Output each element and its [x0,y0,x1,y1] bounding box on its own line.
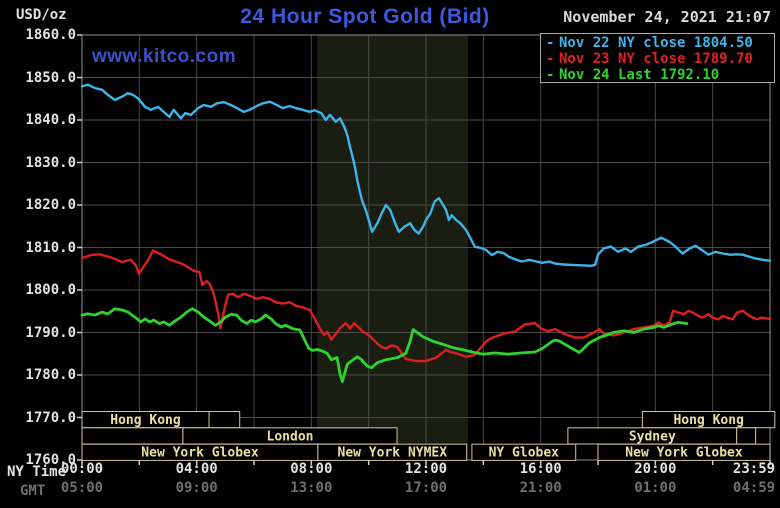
svg-text:New York NYMEX: New York NYMEX [338,446,448,461]
svg-text:Sydney: Sydney [629,429,676,444]
gmt-axis-label: GMT [20,483,46,499]
x-axis-gmt-label: 21:00 [519,480,562,496]
x-axis-ny-time-label: 00:00 [60,461,104,477]
legend-entry-text: Nov 22 NY close 1804.50 [559,35,753,51]
y-axis-tick-label: 1830.0 [25,154,76,171]
y-axis-tick-label: 1760.0 [25,452,76,468]
series-line [80,249,772,363]
session-box: New York Globex [597,443,771,461]
legend-entry-text: Nov 23 NY close 1789.70 [559,51,753,67]
x-axis-gmt-label: 01:00 [634,480,677,496]
svg-text:New York Globex: New York Globex [625,446,743,461]
svg-text:NY Globex: NY Globex [489,446,560,461]
session-box: New York NYMEX [317,443,468,461]
series-line [80,307,689,383]
y-axis-tick-label: 1850.0 [25,69,76,86]
x-axis-ny-time-label: 12:00 [404,461,448,477]
svg-text:New York Globex: New York Globex [141,446,259,461]
session-box: Sydney [567,427,738,445]
y-axis-tick-label: 1810.0 [25,239,76,256]
y-axis-tick-label: 1780.0 [25,367,76,383]
y-axis-tick-label: 1840.0 [25,112,76,128]
y-axis-tick-label: 1790.0 [25,324,76,341]
svg-text:Hong Kong: Hong Kong [110,413,180,428]
session-box [81,427,184,445]
x-axis-gmt-label: 13:00 [290,480,333,496]
session-box: Hong Kong [81,411,210,429]
chart-title: 24 Hour Spot Gold (Bid) [240,5,490,28]
svg-text:Hong Kong: Hong Kong [673,413,743,428]
x-axis-ny-time-label: 23:59 [732,461,776,477]
x-axis-gmt-label: 17:00 [404,480,448,496]
legend-entry-nov22: - Nov 22 NY close 1804.50 [546,35,774,51]
session-box [208,411,241,429]
y-axis-tick-label: 1860.0 [25,27,76,43]
session-box: New York Globex [81,443,319,461]
y-axis-units-label: USD/oz [16,7,67,23]
legend-entry-text: Nov 24 Last 1792.10 [559,67,720,83]
legend-entry-nov23: - Nov 23 NY close 1789.70 [546,51,774,67]
y-axis-tick-label: 1770.0 [25,409,76,426]
svg-text:London: London [267,429,314,444]
session-box: London [182,427,398,445]
x-axis-ny-time-label: 04:00 [175,461,218,477]
x-axis-gmt-label: 09:00 [175,480,218,496]
legend-dash-icon: - [546,35,555,51]
session-box: NY Globex [471,443,577,461]
legend-dash-icon: - [546,51,555,67]
legend-entry-nov24: - Nov 24 Last 1792.10 [546,67,774,83]
session-box [736,427,757,445]
legend: - Nov 22 NY close 1804.50 - Nov 23 NY clos… [540,33,775,83]
y-axis-tick-label: 1800.0 [25,282,76,298]
x-axis-ny-time-label: 08:00 [290,461,333,477]
x-axis-ny-time-label: 20:00 [634,461,677,477]
x-axis-ny-time-label: 16:00 [519,461,562,477]
timestamp: November 24, 2021 21:07 [563,8,771,26]
x-axis-gmt-label: 05:00 [60,480,104,496]
y-axis-tick-label: 1820.0 [25,197,76,213]
x-axis-gmt-label: 04:59 [732,480,776,496]
kitco-watermark: www.kitco.com [92,46,237,67]
ny-time-axis-label: NY Time [7,464,67,480]
legend-dash-icon: - [546,67,555,83]
session-box: Hong Kong [641,411,776,429]
series-line [80,83,772,267]
